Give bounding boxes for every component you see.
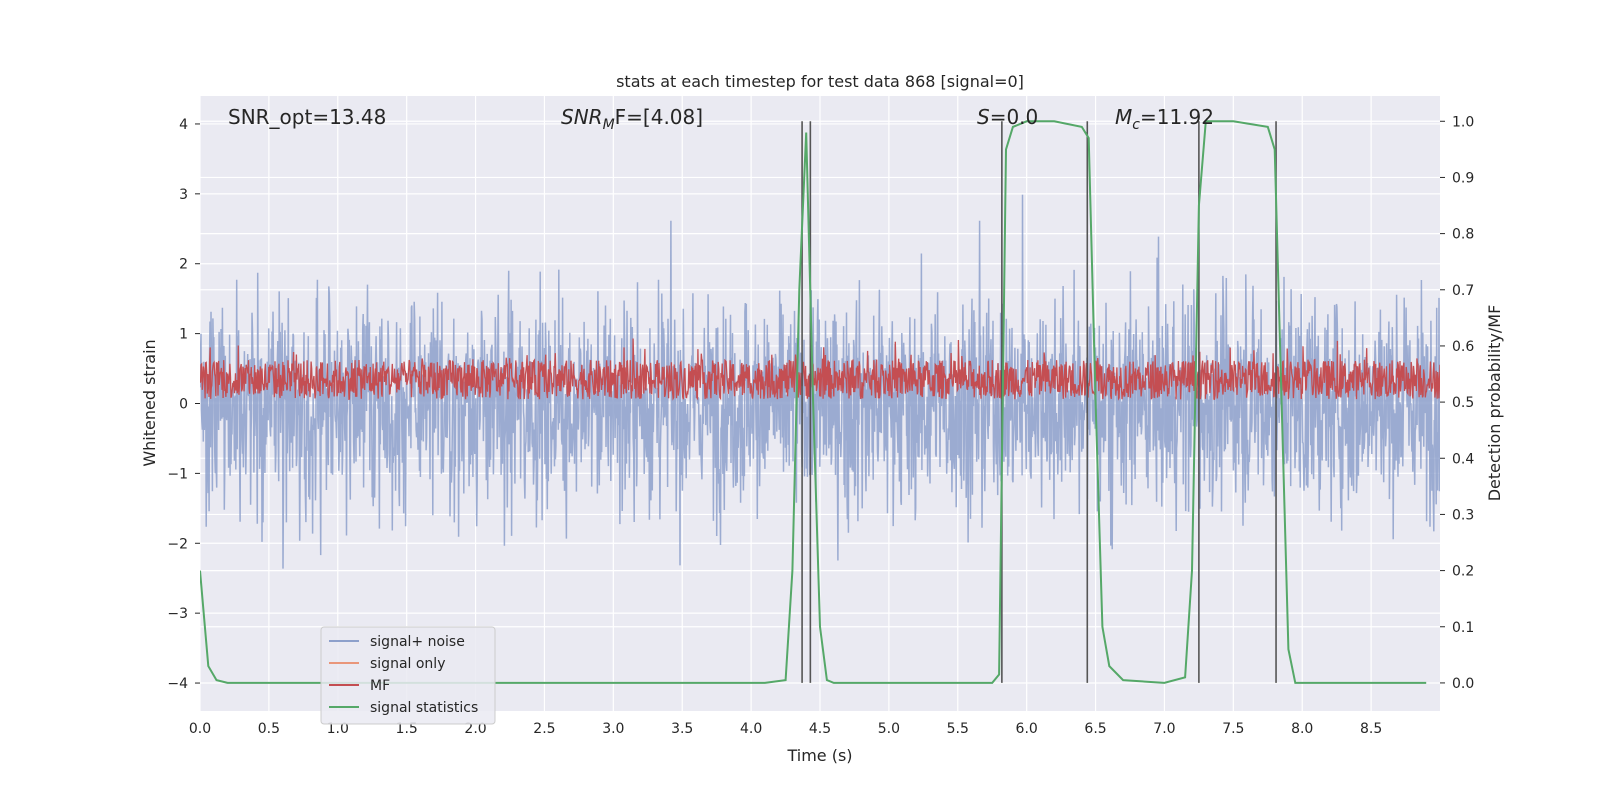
y-right-tick-label: 0.4	[1452, 451, 1474, 467]
s-value: =0.0	[990, 105, 1039, 129]
snr-mf-annotation: SNRMF=[4.08]	[561, 105, 703, 133]
mc-value: =11.92	[1140, 105, 1214, 129]
x-tick-label: 8.0	[1291, 721, 1313, 737]
mc-symbol: M	[1115, 105, 1132, 129]
s-symbol: S	[977, 105, 990, 129]
x-tick-label: 7.5	[1222, 721, 1244, 737]
legend-frame	[320, 626, 496, 725]
y-left-tick-labels: 4 3 2 1 0 −1 −2 −3 −4	[167, 117, 200, 692]
x-tick-label: 2.0	[464, 721, 486, 737]
x-tick-label: 5.5	[947, 721, 969, 737]
y-right-tick-label: 0.3	[1452, 507, 1474, 523]
mc-subscript: c	[1132, 117, 1140, 133]
x-tick-label: 6.5	[1084, 721, 1106, 737]
x-tick-label: 4.5	[809, 721, 831, 737]
legend-label-mf: MF	[370, 678, 390, 694]
legend: signal+ noise signal only MF signal stat…	[320, 626, 496, 725]
y-left-tick-label: 1	[179, 327, 188, 343]
y-left-tick-label: −4	[167, 676, 188, 692]
y-left-tick-label: 2	[179, 257, 188, 273]
y-right-tick-labels: 1.0 0.9 0.8 0.7 0.6 0.5 0.4 0.3 0.2 0.1 0.0	[1440, 114, 1474, 692]
x-tick-label: 1.5	[396, 721, 418, 737]
snr-mf-value: F=[4.08]	[615, 105, 703, 129]
x-tick-label: 7.0	[1153, 721, 1175, 737]
snr-mf-subscript: M	[603, 117, 615, 133]
legend-label-signal-noise: signal+ noise	[370, 634, 465, 650]
y-right-tick-label: 1.0	[1452, 114, 1474, 130]
y-left-tick-label: −1	[167, 466, 188, 482]
signal-statistics-line	[200, 120, 1427, 684]
y-right-tick-label: 0.9	[1452, 170, 1474, 186]
snr-opt-annotation: SNR_opt=13.48	[228, 105, 386, 129]
y-right-tick-label: 0.5	[1452, 395, 1474, 411]
mc-annotation: Mc=11.92	[1115, 105, 1214, 133]
x-tick-labels: 0.0 0.5 1.0 1.5 2.0 2.5 3.0 3.5 4.0 4.5 5.0 5.5 6.0 6…	[189, 721, 1382, 737]
y-left-tick-label: −2	[167, 536, 188, 552]
y-left-axis-label: Whitened strain	[140, 339, 159, 466]
mf-line	[200, 338, 1440, 401]
y-right-tick-label: 0.1	[1452, 620, 1474, 636]
chart-title: stats at each timestep for test data 868…	[616, 72, 1024, 91]
y-left-tick-label: 3	[179, 187, 188, 203]
y-right-tick-label: 0.8	[1452, 227, 1474, 243]
x-tick-label: 6.0	[1016, 721, 1038, 737]
legend-label-signal-only: signal only	[370, 656, 445, 672]
y-right-tick-label: 0.2	[1452, 564, 1474, 580]
x-tick-label: 0.5	[258, 721, 280, 737]
x-tick-label: 5.0	[878, 721, 900, 737]
legend-label-signal-statistics: signal statistics	[370, 700, 478, 716]
x-tick-label: 2.5	[533, 721, 555, 737]
x-tick-label: 0.0	[189, 721, 211, 737]
x-tick-label: 1.0	[327, 721, 349, 737]
x-tick-label: 8.5	[1360, 721, 1382, 737]
y-right-tick-label: 0.6	[1452, 339, 1474, 355]
x-tick-label: 4.0	[740, 721, 762, 737]
y-left-tick-label: 4	[179, 117, 188, 133]
y-left-tick-label: 0	[179, 397, 188, 413]
data-series	[200, 120, 1440, 684]
snr-mf-symbol: SNR	[561, 105, 603, 129]
y-right-tick-label: 0.0	[1452, 676, 1474, 692]
y-right-axis-label: Detection probability/MF	[1485, 305, 1504, 502]
y-left-tick-label: −3	[167, 606, 188, 622]
x-tick-label: 3.0	[602, 721, 624, 737]
x-axis-label: Time (s)	[786, 746, 852, 765]
x-tick-label: 3.5	[671, 721, 693, 737]
s-annotation: S=0.0	[977, 105, 1038, 129]
y-right-tick-label: 0.7	[1452, 283, 1474, 299]
